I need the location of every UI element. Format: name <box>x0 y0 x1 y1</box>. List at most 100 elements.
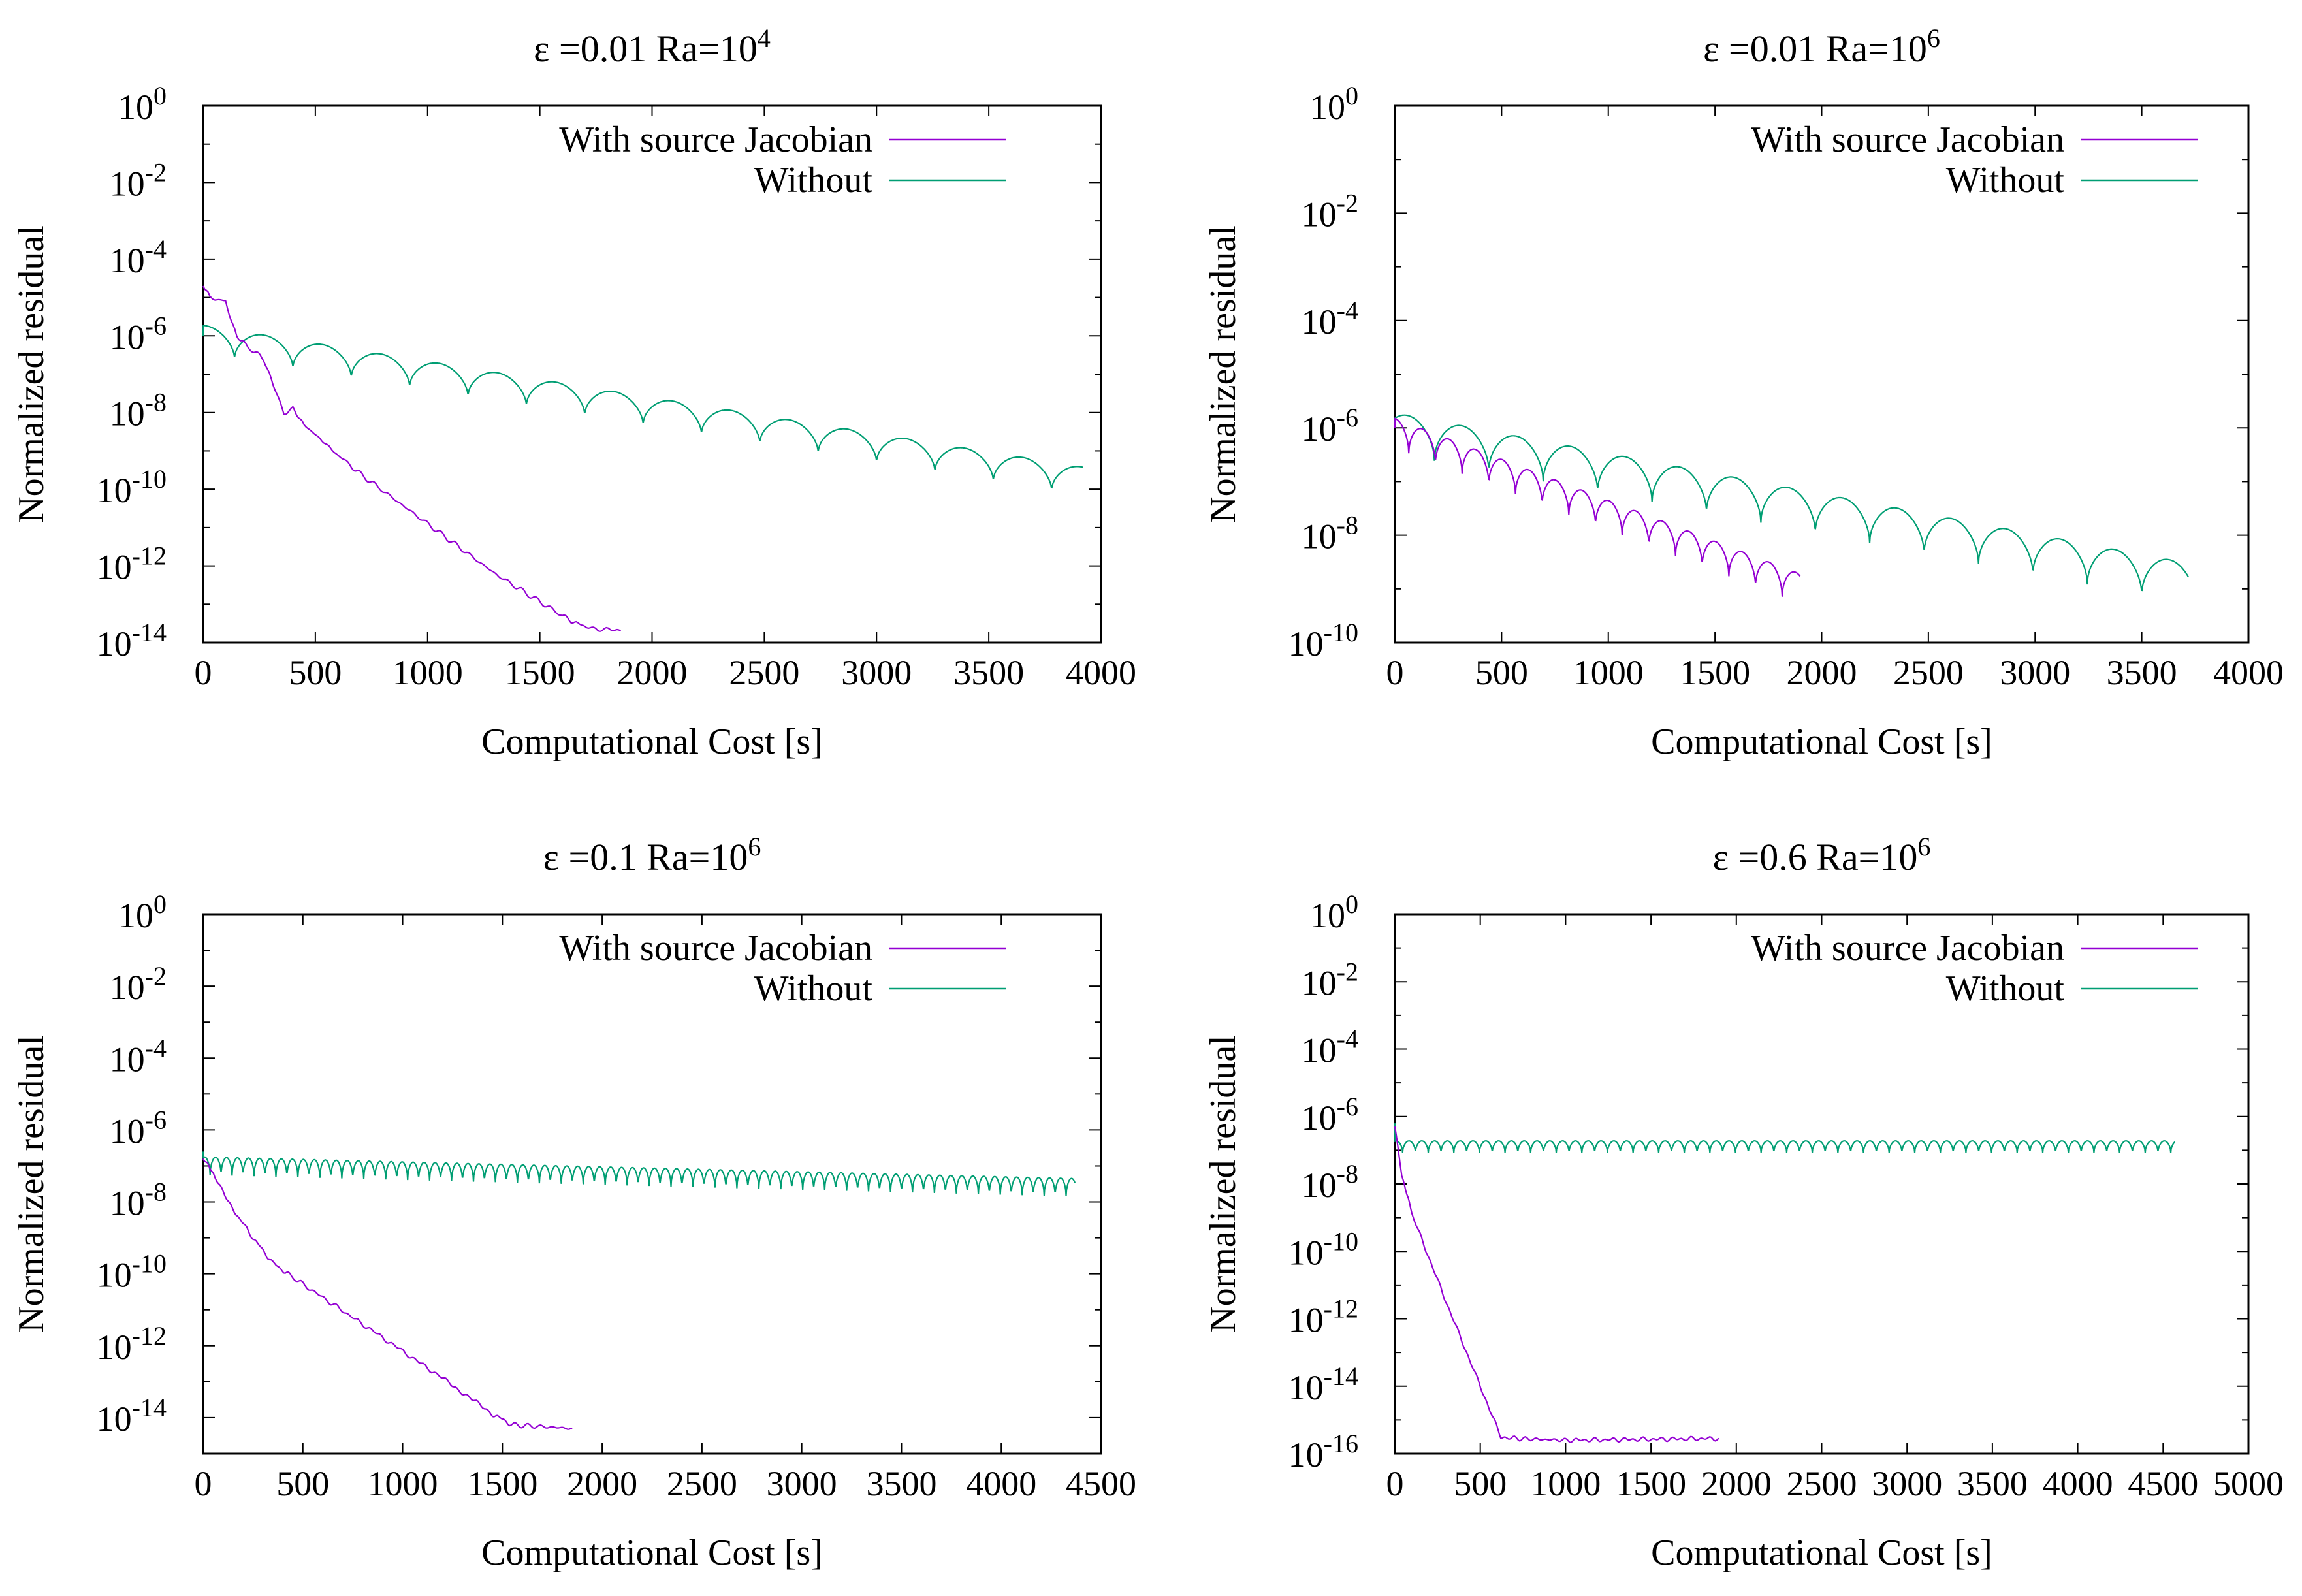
y-tick-base: 10 <box>1302 302 1337 342</box>
series-line-without <box>1394 1123 2176 1153</box>
series-line-with-source-jacobian <box>202 285 622 632</box>
y-tick-label: 10-10 <box>1288 1226 1358 1272</box>
legend-label: With source Jacobian <box>559 120 872 160</box>
x-tick-label: 0 <box>195 653 212 692</box>
y-tick-label: 100 <box>1310 81 1358 127</box>
y-tick-label: 10-10 <box>1288 618 1358 663</box>
y-tick-label: 10-2 <box>110 157 167 203</box>
y-tick-label: 10-14 <box>97 1393 167 1439</box>
plot-frame <box>202 104 1102 644</box>
y-tick-exponent: -12 <box>132 541 167 571</box>
x-tick-label: 2500 <box>1893 653 1964 692</box>
series-line-without <box>202 1151 1076 1196</box>
y-tick-exponent: -4 <box>1337 1025 1358 1054</box>
y-tick-base: 10 <box>97 1399 132 1439</box>
y-tick-exponent: -10 <box>1324 618 1358 647</box>
y-tick-base: 10 <box>110 1040 145 1079</box>
x-tick-label: 1500 <box>1616 1464 1686 1503</box>
plot-frame <box>202 913 1102 1455</box>
y-tick-base: 10 <box>1288 624 1324 663</box>
legend-label: Without <box>1946 968 2065 1009</box>
y-tick-exponent: 0 <box>1345 81 1358 110</box>
y-tick-base: 10 <box>110 1184 145 1223</box>
x-tick-label: 3000 <box>767 1464 837 1503</box>
y-tick-label: 10-4 <box>110 234 167 280</box>
y-tick-exponent: -4 <box>145 1033 167 1062</box>
y-tick-exponent: -6 <box>1337 403 1358 432</box>
y-tick-label: 10-16 <box>1288 1429 1358 1475</box>
y-tick-base: 10 <box>1288 1301 1324 1340</box>
y-tick-label: 10-6 <box>110 311 167 357</box>
y-tick-base: 10 <box>1302 963 1337 1002</box>
legend-label: Without <box>1946 160 2065 200</box>
y-tick-base: 10 <box>97 1328 132 1367</box>
x-tick-label: 1000 <box>1530 1464 1601 1503</box>
x-tick-label: 1500 <box>467 1464 537 1503</box>
y-tick-base: 10 <box>110 394 145 434</box>
y-tick-base: 10 <box>1288 1435 1324 1475</box>
y-axis-label: Normalized residual <box>11 1035 52 1333</box>
y-tick-exponent: -10 <box>132 1249 167 1279</box>
y-tick-label: 10-10 <box>97 1249 167 1295</box>
chart-title: ε =0.01 Ra=106 <box>1703 24 1940 70</box>
y-tick-base: 10 <box>1302 195 1337 234</box>
x-tick-label: 2500 <box>729 653 799 692</box>
y-tick-base: 10 <box>1302 1166 1337 1205</box>
y-tick-label: 10-10 <box>97 464 167 510</box>
y-tick-label: 100 <box>118 81 167 127</box>
x-tick-label: 1000 <box>392 653 463 692</box>
y-tick-exponent: -6 <box>1337 1092 1358 1121</box>
y-tick-label: 10-12 <box>97 1321 167 1367</box>
x-tick-label: 4000 <box>966 1464 1036 1503</box>
x-tick-label: 2000 <box>617 653 688 692</box>
chart-title-exponent: 4 <box>758 24 771 53</box>
x-tick-label: 2000 <box>1701 1464 1772 1503</box>
y-tick-exponent: -16 <box>1324 1429 1358 1458</box>
x-tick-label: 2500 <box>1787 1464 1857 1503</box>
y-tick-label: 10-6 <box>1302 1092 1358 1138</box>
x-tick-label: 500 <box>1475 653 1528 692</box>
y-tick-base: 10 <box>110 1111 145 1151</box>
y-tick-exponent: -8 <box>145 1177 167 1207</box>
chart-title-prefix: ε =0.01 Ra=10 <box>534 27 758 70</box>
y-tick-base: 10 <box>97 624 132 663</box>
y-tick-base: 10 <box>1302 409 1337 449</box>
plot-frame <box>1394 104 2250 644</box>
x-axis-label: Computational Cost [s] <box>481 722 823 762</box>
y-tick-exponent: -14 <box>1324 1362 1358 1391</box>
series-line-with-source-jacobian <box>1394 1126 1720 1443</box>
x-tick-label: 2000 <box>1787 653 1857 692</box>
y-axis-label: Normalized residual <box>1203 1035 1243 1333</box>
chart-title: ε =0.6 Ra=106 <box>1713 832 1931 878</box>
y-tick-base: 10 <box>1288 1233 1324 1272</box>
y-tick-exponent: -14 <box>132 1393 167 1422</box>
y-tick-base: 10 <box>1310 88 1345 127</box>
y-tick-label: 10-12 <box>97 541 167 587</box>
y-tick-label: 10-14 <box>97 618 167 663</box>
y-tick-exponent: 0 <box>153 889 167 919</box>
y-tick-exponent: -14 <box>132 618 167 647</box>
y-tick-label: 10-2 <box>110 961 167 1007</box>
x-tick-label: 500 <box>276 1464 329 1503</box>
chart-title: ε =0.1 Ra=106 <box>543 832 761 878</box>
y-tick-base: 10 <box>110 241 145 280</box>
legend-label: Without <box>754 968 873 1009</box>
chart-title-exponent: 6 <box>1927 24 1940 53</box>
legend-label: With source Jacobian <box>1751 120 2064 160</box>
y-tick-base: 10 <box>1302 1098 1337 1138</box>
y-tick-exponent: -8 <box>145 388 167 417</box>
y-tick-label: 10-6 <box>110 1105 167 1151</box>
y-tick-exponent: -12 <box>132 1321 167 1350</box>
y-tick-base: 10 <box>97 1256 132 1295</box>
x-tick-label: 3000 <box>841 653 912 692</box>
y-tick-exponent: -6 <box>145 311 167 340</box>
x-tick-label: 2500 <box>667 1464 737 1503</box>
plot-frame <box>1394 913 2250 1455</box>
y-tick-label: 10-8 <box>110 388 167 434</box>
legend-label: With source Jacobian <box>1751 928 2064 968</box>
y-tick-base: 10 <box>1310 896 1345 935</box>
y-tick-exponent: -12 <box>1324 1294 1358 1324</box>
